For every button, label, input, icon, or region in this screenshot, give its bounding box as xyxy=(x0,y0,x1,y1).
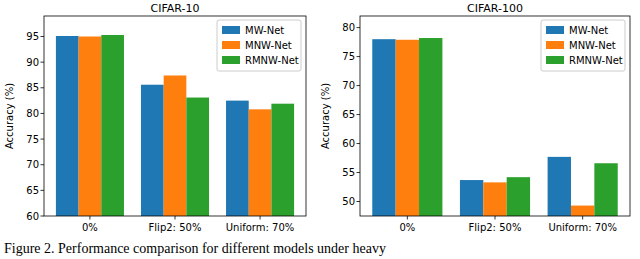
legend-label: MNW-Net xyxy=(569,40,616,51)
bar xyxy=(164,75,187,216)
y-tick xyxy=(41,139,45,140)
caption: Figure 2. Performance comparison for dif… xyxy=(4,241,386,256)
bar xyxy=(460,180,483,216)
x-tick-label: 0% xyxy=(82,222,98,233)
x-tick-label: Flip2: 50% xyxy=(149,222,202,233)
x-tick xyxy=(495,216,496,220)
x-tick-label: Uniform: 70% xyxy=(226,222,295,233)
x-tick xyxy=(260,216,261,220)
panel: 60 65 70 75 80 85 90 95 0% Flip2: 50% Uniform: 70%… xyxy=(4,2,306,233)
legend-swatch xyxy=(222,56,240,64)
bar xyxy=(372,39,395,216)
chart-title: CIFAR-100 xyxy=(467,2,523,15)
bar xyxy=(101,35,124,216)
figure: 60 65 70 75 80 85 90 95 0% Flip2: 50% Uniform: 70%… xyxy=(0,0,640,259)
y-tick-label: 65 xyxy=(342,109,355,120)
panel: 50 55 60 65 70 75 80 0% Flip2: 50% Uniform: 70% CI… xyxy=(320,2,630,233)
legend-label: MW-Net xyxy=(245,25,284,36)
y-tick xyxy=(357,56,361,57)
legend-box xyxy=(217,20,301,71)
y-tick xyxy=(357,201,361,202)
y-tick-label: 70 xyxy=(342,80,355,91)
y-tick-label: 70 xyxy=(26,159,39,170)
y-tick-label: 75 xyxy=(342,51,355,62)
legend-label: RMNW-Net xyxy=(569,55,623,66)
bar xyxy=(271,104,294,216)
x-tick xyxy=(582,216,583,220)
bar xyxy=(186,98,209,216)
bar xyxy=(419,38,442,216)
y-tick-label: 55 xyxy=(342,167,355,178)
legend-label: RMNW-Net xyxy=(245,55,299,66)
legend-swatch xyxy=(546,41,564,49)
bar xyxy=(594,163,617,216)
chart-title: CIFAR-10 xyxy=(151,2,200,15)
legend-swatch xyxy=(546,56,564,64)
y-tick xyxy=(41,62,45,63)
y-tick-label: 65 xyxy=(26,185,39,196)
y-tick xyxy=(357,172,361,173)
y-tick xyxy=(357,27,361,28)
legend-box xyxy=(541,20,625,71)
y-tick-label: 85 xyxy=(26,82,39,93)
legend-swatch xyxy=(546,26,564,34)
bar xyxy=(548,157,571,216)
bar xyxy=(141,85,164,216)
y-tick-label: 90 xyxy=(26,57,39,68)
bar xyxy=(507,177,530,216)
bar xyxy=(56,36,79,216)
legend-label: MW-Net xyxy=(569,25,608,36)
root: 60 65 70 75 80 85 90 95 0% Flip2: 50% Uniform: 70%… xyxy=(0,0,640,259)
x-tick xyxy=(89,216,90,220)
y-tick xyxy=(41,164,45,165)
x-tick-label: Flip2: 50% xyxy=(469,222,522,233)
x-tick-label: Uniform: 70% xyxy=(548,222,617,233)
y-tick xyxy=(357,143,361,144)
bar xyxy=(483,182,506,216)
bar xyxy=(226,101,249,216)
x-tick-label: 0% xyxy=(399,222,415,233)
frame xyxy=(360,16,630,216)
bar xyxy=(571,206,594,216)
y-tick-label: 50 xyxy=(342,196,355,207)
y-tick-label: 80 xyxy=(26,108,39,119)
y-tick xyxy=(41,113,45,114)
y-tick-label: 80 xyxy=(342,22,355,33)
bar xyxy=(396,40,419,216)
legend-swatch xyxy=(222,26,240,34)
legend-swatch xyxy=(222,41,240,49)
legend-label: MNW-Net xyxy=(245,40,292,51)
y-tick-label: 75 xyxy=(26,134,39,145)
y-tick xyxy=(41,87,45,88)
y-tick xyxy=(357,85,361,86)
y-axis-label: Accuracy (%) xyxy=(4,83,15,149)
frame xyxy=(44,16,306,216)
y-tick xyxy=(41,190,45,191)
legend: MW-Net MNW-Net RMNW-Net xyxy=(217,20,301,71)
x-tick xyxy=(407,216,408,220)
y-tick-label: 60 xyxy=(342,138,355,149)
y-tick xyxy=(41,36,45,37)
legend: MW-Net MNW-Net RMNW-Net xyxy=(541,20,625,71)
x-tick xyxy=(175,216,176,220)
y-tick-label: 95 xyxy=(26,31,39,42)
bar xyxy=(249,109,272,216)
bar xyxy=(79,37,102,216)
y-axis-label: Accuracy (%) xyxy=(320,83,331,149)
y-tick xyxy=(41,216,45,217)
y-tick-label: 60 xyxy=(26,211,39,222)
y-tick xyxy=(357,114,361,115)
